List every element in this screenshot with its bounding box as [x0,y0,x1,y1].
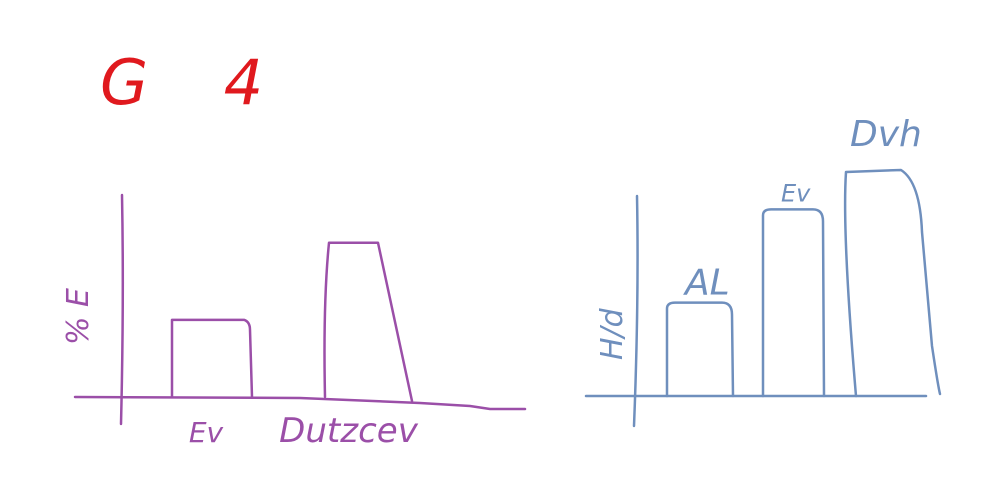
right-bar-label-dvh: Dvh [850,114,922,155]
left-y-axis-label: % E [61,288,96,345]
right-chart [584,168,942,428]
left-bar-dutzcev [323,241,414,403]
left-x-axis [73,395,527,411]
right-bar-label-ev: Ev [781,179,811,207]
right-bar-label-al: AL [683,263,730,304]
right-bar-dvh [843,168,942,398]
left-bar-ev [170,318,254,399]
page-title: G 4 [100,46,291,119]
right-y-axis [632,194,639,428]
right-bar-ev [761,208,826,398]
left-y-axis [119,193,125,426]
left-chart [73,193,527,426]
left-x-tick-dutzcev: Dutzcev [279,411,419,451]
right-y-axis-label: H/d [595,307,630,360]
right-bar-al [665,301,735,398]
left-x-tick-ev: Ev [189,416,224,449]
